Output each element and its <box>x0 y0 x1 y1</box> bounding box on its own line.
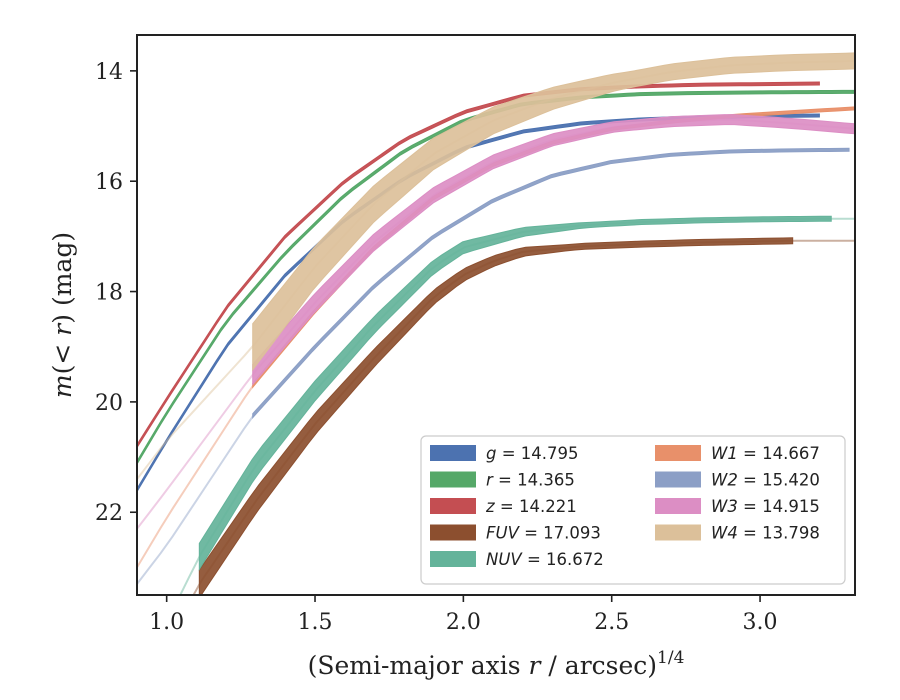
legend-item-w2: W2 = 15.420 <box>655 471 820 490</box>
series-layer <box>137 52 855 595</box>
x-axis-label: (Semi-major axis r / arcsec)1/4 <box>308 648 685 680</box>
legend-swatch <box>655 445 701 461</box>
x-tick-label: 2.5 <box>594 610 629 635</box>
series-w2-band <box>252 147 850 419</box>
legend-swatch <box>655 524 701 541</box>
x-tick-label: 3.0 <box>743 610 778 635</box>
legend-label: W4 = 13.798 <box>711 524 820 543</box>
legend-item-nuv: NUV = 16.672 <box>430 550 604 569</box>
legend-swatch <box>430 498 476 514</box>
legend-swatch <box>430 471 476 488</box>
series-w4 <box>137 52 855 480</box>
y-tick-label: 18 <box>95 281 123 306</box>
series-z-band <box>137 81 820 449</box>
legend-label: W1 = 14.667 <box>711 444 820 463</box>
series-r-band <box>137 89 855 466</box>
series-z <box>137 81 820 449</box>
legend-label: z = 14.221 <box>485 497 577 516</box>
plot-frame <box>136 34 856 596</box>
y-tick-label: 20 <box>95 391 123 416</box>
series-fuv-band <box>198 237 794 595</box>
legend-box <box>420 435 846 585</box>
legend-item-w1: W1 = 14.667 <box>655 444 820 463</box>
series-nuv-band <box>198 215 832 572</box>
x-tick-label: 1.5 <box>298 610 333 635</box>
legend-label: W2 = 15.420 <box>711 471 820 490</box>
legend-swatch <box>430 551 476 567</box>
legend-label: W3 = 14.915 <box>711 497 820 516</box>
series-w4-band <box>252 52 855 372</box>
legend-label: r = 14.365 <box>486 471 575 490</box>
legend-swatch <box>655 498 701 514</box>
x-tick-label: 2.0 <box>446 610 481 635</box>
x-axis-ticks: 1.0 1.5 2.0 2.5 3.0 <box>149 595 778 635</box>
legend-swatch <box>655 471 701 488</box>
legend-item-w3: W3 = 14.915 <box>655 497 820 516</box>
y-axis-label: m(< r) (mag) <box>48 232 77 398</box>
x-tick-label: 1.0 <box>149 610 184 635</box>
series-w2 <box>137 147 850 585</box>
y-tick-label: 22 <box>95 501 123 526</box>
series-w3 <box>137 114 855 530</box>
series-nuv <box>179 215 855 595</box>
y-axis-ticks: 14 16 18 20 22 <box>95 60 137 526</box>
legend-item-g: g = 14.795 <box>430 444 579 463</box>
legend: g = 14.795 r = 14.365 z = 14.221 FUV = 17.0… <box>420 435 846 585</box>
y-tick-label: 14 <box>95 60 123 85</box>
series-fuv <box>192 237 855 595</box>
legend-item-z: z = 14.221 <box>430 497 577 516</box>
series-w3-band <box>252 114 855 386</box>
legend-item-w4: W4 = 13.798 <box>655 524 820 543</box>
legend-swatch <box>430 445 476 461</box>
legend-swatch <box>430 524 476 541</box>
y-tick-label: 16 <box>95 170 123 195</box>
legend-item-r: r = 14.365 <box>430 471 575 490</box>
legend-label: FUV = 17.093 <box>486 524 601 543</box>
legend-item-fuv: FUV = 17.093 <box>430 524 601 543</box>
legend-label: NUV = 16.672 <box>486 550 604 569</box>
legend-label: g = 14.795 <box>486 444 579 463</box>
